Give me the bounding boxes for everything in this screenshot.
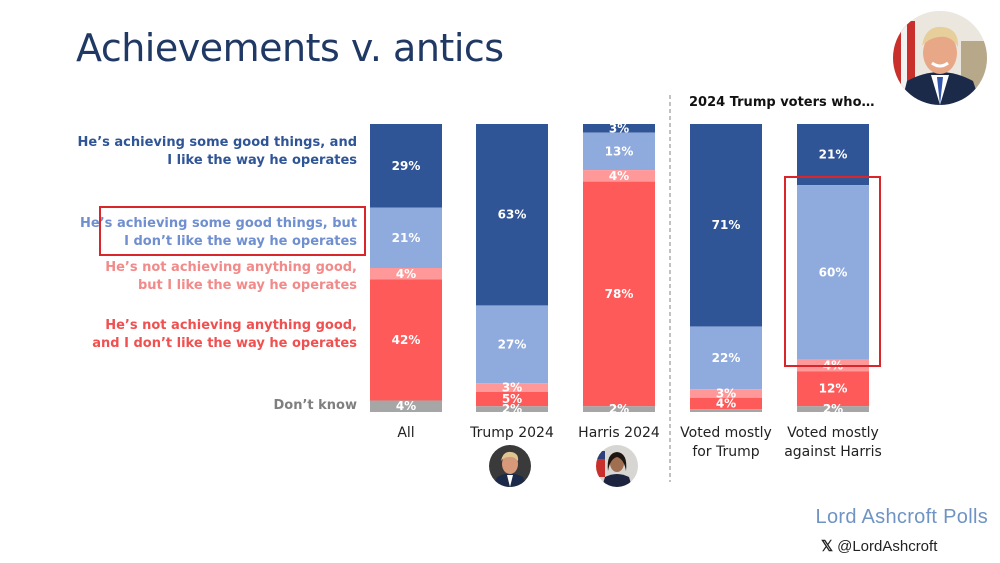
x-logo-icon: 𝕏 — [821, 538, 834, 555]
data-label: 71% — [712, 218, 741, 232]
data-label: 2% — [823, 402, 843, 416]
legend-not-achieve-dislike: He’s not achieving anything good, and I … — [92, 317, 357, 353]
bar-segment-dont_know — [690, 409, 762, 412]
legend-line: but I like the way he operates — [137, 278, 357, 293]
bar-segment-not_achieve_dislike — [370, 279, 442, 401]
data-label: 27% — [498, 337, 527, 351]
trump-avatar — [489, 445, 531, 487]
legend-line: and I don’t like the way he operates — [92, 336, 357, 351]
category-line: Harris 2024 — [578, 425, 660, 441]
data-label: 78% — [605, 287, 634, 301]
bar-segment-achieve_dislike — [583, 132, 655, 171]
subgroup-title: 2024 Trump voters who… — [689, 95, 875, 110]
legend-not-achieve-like: He’s not achieving anything good, but I … — [105, 259, 357, 295]
data-label: 12% — [819, 382, 848, 396]
legend-line: I like the way he operates — [167, 153, 357, 168]
data-label: 4% — [396, 399, 416, 413]
bar-segment-achieve_dislike — [690, 326, 762, 390]
bar-segment-achieve_like — [370, 124, 442, 208]
data-labels-group: 29%21%4%42%4%63%27%3%5%2%3%13%4%78%2%71%… — [392, 121, 848, 416]
data-label: 13% — [605, 144, 634, 158]
legend-highlight-box — [99, 206, 366, 256]
legend-achieve-like: He’s achieving some good things, and I l… — [78, 134, 358, 170]
brand-name: Lord Ashcroft Polls — [815, 506, 988, 528]
data-label: 4% — [609, 169, 629, 183]
bar-segment-achieve_dislike — [476, 305, 548, 384]
data-label: 63% — [498, 208, 527, 222]
data-label: 5% — [502, 392, 522, 406]
social-handle[interactable]: 𝕏 @LordAshcroft — [821, 537, 937, 555]
category-label-against-harris: Voted mostly against Harris — [777, 424, 889, 462]
harris-avatar — [596, 445, 638, 487]
data-label: 3% — [609, 121, 629, 135]
bar-segment-achieve_dislike — [797, 185, 869, 360]
category-line: Voted mostly — [680, 425, 772, 441]
bar-segment-achieve_like — [797, 124, 869, 186]
category-label-voted-for-trump: Voted mostly for Trump — [672, 424, 780, 462]
legend-line: He’s not achieving anything good, — [105, 318, 357, 333]
bar-segment-achieve_like — [583, 124, 655, 133]
data-label: 4% — [396, 267, 416, 281]
bar-segment-dont_know — [583, 406, 655, 412]
data-label: 21% — [392, 231, 421, 245]
bar-segment-not_achieve_dislike — [476, 391, 548, 407]
legend-line: Don’t know — [273, 398, 358, 413]
data-label: 4% — [716, 396, 736, 410]
category-label-harris-2024: Harris 2024 — [567, 424, 671, 443]
category-line: Trump 2024 — [470, 425, 554, 441]
legend-dont-know: Don’t know — [274, 397, 358, 415]
bar-segment-dont_know — [476, 406, 548, 412]
category-line: All — [397, 425, 415, 441]
bar-segment-achieve_like — [476, 124, 548, 306]
data-label: 21% — [819, 148, 848, 162]
category-line: against Harris — [784, 444, 882, 460]
data-label: 2% — [502, 402, 522, 416]
harris-avatar-image — [596, 445, 638, 487]
legend-line: I don’t like the way he operates — [124, 234, 357, 249]
trump-avatar-image — [489, 445, 531, 487]
legend-achieve-dislike: He’s achieving some good things, but I d… — [80, 215, 357, 251]
data-label: 22% — [712, 351, 741, 365]
bar-segment-not_achieve_like — [370, 268, 442, 280]
data-label: 2% — [609, 402, 629, 416]
data-label: 42% — [392, 333, 421, 347]
bar-segment-dont_know — [370, 400, 442, 412]
data-label: 3% — [716, 386, 736, 400]
category-line: for Trump — [692, 444, 760, 460]
bar-segment-not_achieve_like — [690, 389, 762, 398]
legend-line: He’s not achieving anything good, — [105, 260, 357, 275]
data-label: 60% — [819, 265, 848, 279]
bar-segment-not_achieve_like — [583, 170, 655, 182]
data-label: 3% — [502, 381, 522, 395]
category-line: Voted mostly — [787, 425, 879, 441]
bar-segment-not_achieve_dislike — [583, 181, 655, 407]
bar-segment-not_achieve_like — [476, 383, 548, 392]
bar-segment-not_achieve_dislike — [690, 397, 762, 410]
data-label: 29% — [392, 159, 421, 173]
bars-group — [370, 124, 869, 412]
page-title: Achievements v. antics — [76, 26, 504, 70]
category-label-all: All — [355, 424, 457, 443]
bar-segment-achieve_dislike — [370, 207, 442, 268]
category-label-trump-2024: Trump 2024 — [460, 424, 564, 443]
bar-segment-not_achieve_dislike — [797, 371, 869, 407]
legend-line: He’s achieving some good things, but — [80, 216, 357, 231]
bar-segment-achieve_like — [690, 124, 762, 327]
bar-segment-dont_know — [797, 406, 869, 412]
legend-line: He’s achieving some good things, and — [77, 135, 358, 150]
bar-highlight-box — [784, 176, 881, 367]
social-handle-text[interactable]: @LordAshcroft — [837, 538, 938, 555]
